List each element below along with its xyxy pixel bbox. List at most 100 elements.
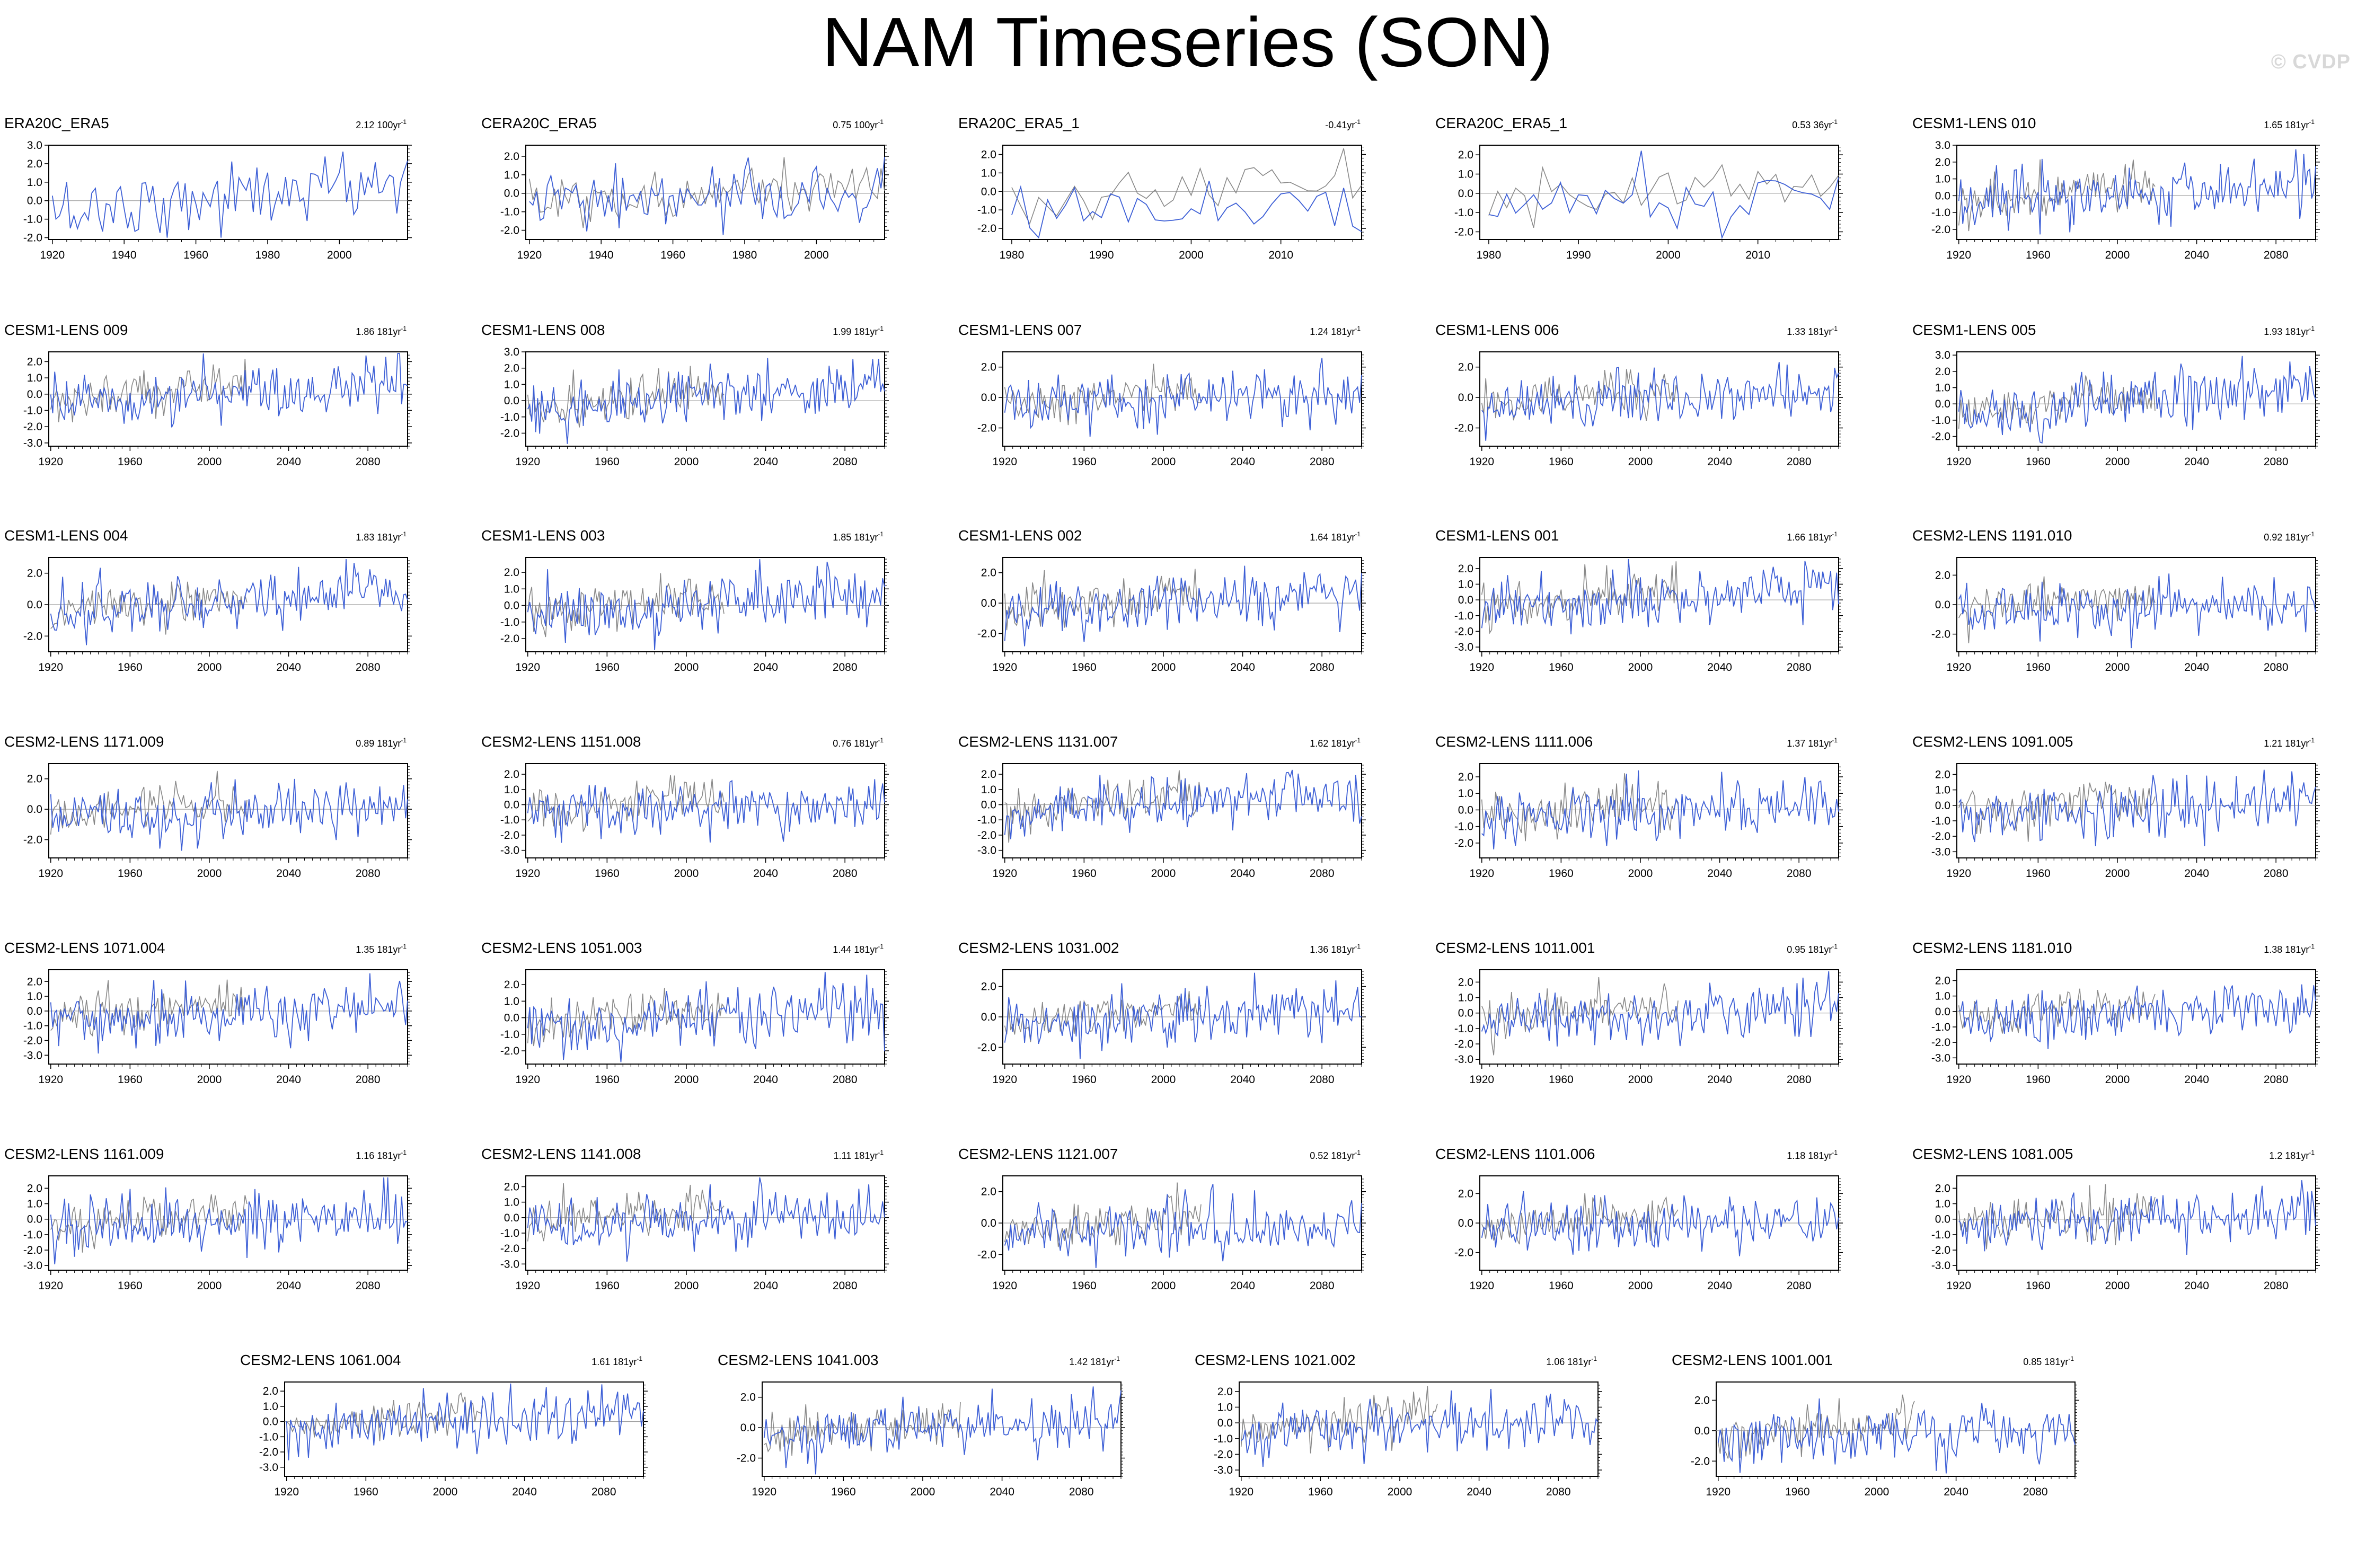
y-tick-label: 0.0: [27, 803, 42, 816]
y-tick-label: 2.0: [1217, 1386, 1233, 1398]
x-tick-label: 2000: [1151, 867, 1176, 880]
observation-series: [286, 1392, 483, 1441]
x-tick-label: 1960: [2026, 249, 2051, 261]
y-tick-label: -2.0: [1931, 628, 1950, 641]
y-tick-label: -2.0: [23, 421, 42, 433]
observation-series: [764, 1402, 961, 1456]
y-tick-label: 0.0: [1935, 1006, 1950, 1018]
x-tick-label: 1980: [1477, 249, 1502, 261]
y-tick-label: 0.0: [1935, 398, 1950, 410]
y-tick-label: -2.0: [23, 1035, 42, 1047]
x-tick-label: 2000: [1179, 249, 1204, 261]
y-tick-label: -2.0: [737, 1452, 756, 1465]
trend-unit-superscript: -1: [2309, 943, 2315, 950]
model-series: [1004, 769, 1362, 839]
y-tick-label: -3.0: [23, 437, 42, 449]
x-tick-label: 2080: [1310, 1074, 1335, 1086]
x-tick-label: 2000: [674, 867, 699, 880]
x-tick-label: 1920: [40, 249, 65, 261]
x-tick-label: 1960: [660, 249, 685, 261]
y-tick-label: 2.0: [981, 768, 996, 781]
x-tick-label: 1960: [1549, 661, 1574, 674]
x-tick-label: 1960: [183, 249, 208, 261]
observation-series: [1958, 782, 2156, 842]
x-tick-label: 2000: [197, 661, 222, 674]
panel-title: CESM2-LENS 1001.001: [1672, 1352, 1833, 1368]
y-tick-label: -1.0: [23, 1229, 42, 1241]
panel-title: CESM1-LENS 006: [1435, 322, 1559, 338]
y-tick-label: 0.0: [504, 188, 519, 200]
y-tick-label: 2.0: [1458, 361, 1473, 374]
x-tick-label: 2080: [1310, 1280, 1335, 1292]
x-tick-label: 2000: [197, 1074, 222, 1086]
y-tick-label: -1.0: [1454, 821, 1473, 833]
x-tick-label: 2040: [2184, 1280, 2209, 1292]
nam-panel: CESM2-LENS 1101.006 1.18 181yr-1 2.0 0.0 -2.…: [1435, 1146, 1843, 1292]
x-tick-label: 2080: [2023, 1486, 2048, 1498]
observation-series: [1011, 148, 1362, 225]
x-tick-label: 2040: [276, 456, 301, 468]
y-tick-label: -2.0: [500, 829, 519, 841]
y-tick-label: 2.0: [1935, 366, 1950, 378]
x-tick-label: 2080: [833, 1074, 858, 1086]
plot-frame: [1716, 1381, 2076, 1477]
observation-series: [50, 770, 248, 835]
x-tick-label: 2000: [1151, 1074, 1176, 1086]
x-tick-label: 2040: [1467, 1486, 1491, 1498]
nam-panel: CESM1-LENS 003 1.85 181yr-1 2.0 1.0 0.0 -1.0 -…: [481, 527, 889, 674]
x-tick-label: 1920: [1469, 867, 1494, 880]
x-tick-label: 1960: [2026, 1280, 2051, 1292]
model-series: [1004, 565, 1362, 646]
y-tick-label: -3.0: [977, 845, 996, 857]
y-tick-label: -3.0: [500, 1258, 519, 1270]
y-tick-label: 0.0: [981, 392, 996, 404]
x-tick-label: 1920: [992, 1074, 1017, 1086]
y-tick-label: 2.0: [1458, 149, 1473, 161]
x-tick-label: 1920: [38, 456, 63, 468]
plot-frame: [1002, 351, 1362, 447]
observation-series: [1488, 164, 1839, 228]
x-tick-label: 1960: [1072, 1074, 1097, 1086]
model-series: [527, 779, 885, 843]
panel-trend: 0.92 181yr-1: [2264, 530, 2315, 543]
model-series: [1958, 984, 2316, 1049]
y-tick-label: 0.0: [504, 600, 519, 612]
y-tick-label: 2.0: [504, 768, 519, 781]
y-tick-label: 1.0: [981, 784, 996, 796]
x-tick-label: 2040: [1707, 1074, 1732, 1086]
x-tick-label: 2000: [1628, 867, 1653, 880]
nam-panel: CERA20C_ERA5_1 0.53 36yr-1 2.0 1.0 0.0 -1.0 -2…: [1435, 115, 1843, 261]
x-tick-label: 2080: [1310, 661, 1335, 674]
x-tick-label: 2040: [2184, 867, 2209, 880]
model-series: [1958, 149, 2316, 235]
x-tick-label: 2040: [1230, 867, 1255, 880]
model-series: [286, 1383, 644, 1460]
trend-unit-superscript: -1: [401, 737, 407, 744]
x-tick-label: 1920: [515, 1280, 540, 1292]
observation-series: [50, 979, 248, 1037]
nam-panel: CESM2-LENS 1091.005 1.21 181yr-1 2.0 1.0 0.0…: [1912, 733, 2320, 880]
y-tick-label: -1.0: [500, 1029, 519, 1041]
model-series: [51, 152, 408, 238]
x-tick-label: 1960: [1549, 867, 1574, 880]
x-tick-label: 1920: [38, 661, 63, 674]
x-tick-label: 2010: [1745, 249, 1770, 261]
panel-trend: 1.86 181yr-1: [356, 325, 407, 337]
model-series: [527, 559, 885, 650]
x-tick-label: 1920: [1946, 661, 1971, 674]
panel-trend: 1.64 181yr-1: [1310, 530, 1361, 543]
model-series: [763, 1386, 1122, 1475]
y-tick-label: 2.0: [504, 150, 519, 163]
y-tick-label: -3.0: [23, 1260, 42, 1272]
y-tick-label: -2.0: [1454, 837, 1473, 849]
x-tick-label: 1920: [517, 249, 542, 261]
x-tick-label: 2080: [2264, 456, 2289, 468]
nam-panel: CESM2-LENS 1071.004 1.35 181yr-1 2.0 1.0 0.0…: [4, 940, 412, 1086]
panel-title: CESM2-LENS 1041.003: [718, 1352, 879, 1368]
x-tick-label: 2080: [356, 456, 381, 468]
x-tick-label: 2080: [1787, 456, 1812, 468]
trend-unit-superscript: -1: [878, 943, 884, 950]
panel-title: CESM1-LENS 002: [958, 527, 1082, 544]
x-tick-label: 1960: [595, 1280, 620, 1292]
x-tick-label: 2040: [1944, 1486, 1968, 1498]
